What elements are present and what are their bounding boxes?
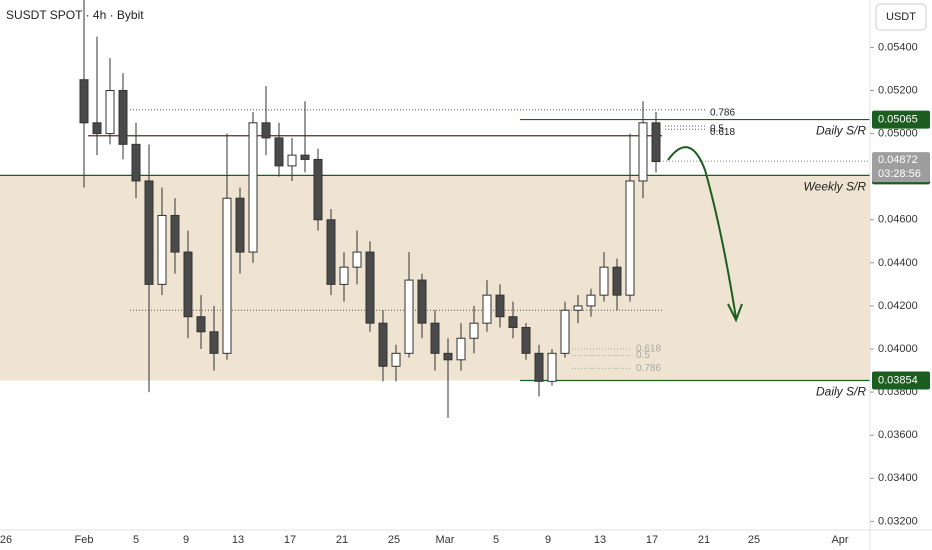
- candle-body: [404, 279, 414, 354]
- y-tick-label: 0.04600: [878, 214, 918, 226]
- candle-body: [430, 322, 440, 354]
- price-badge: [872, 371, 930, 390]
- candle-body: [378, 322, 388, 367]
- candle-body: [508, 316, 518, 328]
- candle-body: [417, 279, 427, 324]
- fib-label: 0.786: [636, 363, 661, 374]
- x-tick-label: 13: [232, 534, 244, 546]
- x-tick-label: 5: [493, 534, 499, 546]
- candle-body: [313, 158, 323, 221]
- candle-body: [300, 154, 310, 160]
- countdown: 03:28:56: [878, 168, 921, 180]
- x-tick-label: 17: [646, 534, 658, 546]
- candle-body: [521, 326, 531, 354]
- level-name: Daily S/R: [816, 385, 866, 399]
- candle-body: [469, 322, 479, 339]
- x-tick-label: Mar: [436, 534, 455, 546]
- candle-body: [157, 214, 167, 285]
- candle-body: [92, 122, 102, 135]
- x-tick-label: 21: [336, 534, 348, 546]
- candle-body: [222, 197, 232, 354]
- candle-body: [79, 79, 89, 124]
- x-tick-label: 17: [284, 534, 296, 546]
- candle-body: [638, 122, 648, 182]
- candle-body: [573, 305, 583, 311]
- candle-body: [196, 316, 206, 333]
- fib-label: 0.618: [710, 127, 735, 138]
- candle-body: [495, 294, 505, 318]
- x-tick-label: 26: [0, 534, 12, 546]
- x-tick-label: 13: [594, 534, 606, 546]
- fib-label: 0.618: [636, 344, 661, 355]
- candle-body: [118, 89, 128, 145]
- candle-body: [326, 219, 336, 285]
- x-tick-label: 5: [133, 534, 139, 546]
- level-name: Weekly S/R: [804, 180, 867, 194]
- y-tick-label: 0.03200: [878, 515, 918, 527]
- x-tick-label: Feb: [75, 534, 94, 546]
- candle-body: [131, 143, 141, 182]
- candle-body: [248, 122, 258, 253]
- projection-arrow: [667, 146, 737, 319]
- fib-label: 0.5: [710, 124, 724, 135]
- candle-body: [144, 180, 154, 285]
- chart-title: SUSDT SPOT · 4h · Bybit: [6, 8, 144, 22]
- fib-label: 0.786: [710, 108, 735, 119]
- x-tick-label: 25: [388, 534, 400, 546]
- candle-body: [547, 352, 557, 382]
- candle-body: [625, 180, 635, 296]
- currency-button[interactable]: [875, 3, 927, 31]
- y-tick-label: 0.04000: [878, 343, 918, 355]
- x-tick-label: 9: [183, 534, 189, 546]
- y-tick-label: 0.04400: [878, 257, 918, 269]
- x-tick-label: 25: [748, 534, 760, 546]
- candle-body: [170, 214, 180, 253]
- candle-body: [534, 352, 544, 382]
- candle-body: [209, 331, 219, 354]
- candle-body: [183, 251, 193, 318]
- candle-body: [586, 294, 596, 307]
- candle-body: [599, 266, 609, 296]
- x-tick-label: 21: [698, 534, 710, 546]
- candle-body: [482, 294, 492, 324]
- x-tick-label: 9: [545, 534, 551, 546]
- y-tick-label: 0.03400: [878, 472, 918, 484]
- candle-body: [560, 309, 570, 354]
- plot: [0, 0, 870, 418]
- currency[interactable]: USDT: [886, 11, 916, 23]
- y-tick-label: 0.05200: [878, 84, 918, 96]
- price-badge-label: 0.03854: [878, 374, 918, 386]
- candle-body: [261, 122, 271, 139]
- y-tick-label: 0.05000: [878, 127, 918, 139]
- fib-label: 0.5: [636, 350, 650, 361]
- candle-body: [365, 251, 375, 324]
- y-tick-label: 0.05400: [878, 41, 918, 53]
- last-price-badge: [872, 152, 930, 183]
- candle-body: [339, 266, 349, 285]
- y-tick-label: 0.03600: [878, 429, 918, 441]
- candle-body: [235, 197, 245, 253]
- candle-body: [443, 352, 453, 361]
- candle-body: [352, 251, 362, 268]
- arrow-head: [727, 303, 743, 323]
- candle-body: [105, 89, 115, 135]
- candle-body: [287, 154, 297, 167]
- candle-body: [456, 337, 466, 361]
- candle-body: [274, 137, 284, 167]
- price-badge-label: 0.05065: [878, 113, 918, 125]
- y-tick-label: 0.04200: [878, 300, 918, 312]
- x-tick-label: Apr: [831, 534, 848, 546]
- candle-body: [612, 266, 622, 296]
- candle-body: [391, 352, 401, 367]
- level-name: Daily S/R: [816, 124, 866, 138]
- candle-body: [651, 122, 661, 163]
- price-badge: [872, 110, 930, 129]
- last-price-label: 0.04872: [878, 154, 918, 166]
